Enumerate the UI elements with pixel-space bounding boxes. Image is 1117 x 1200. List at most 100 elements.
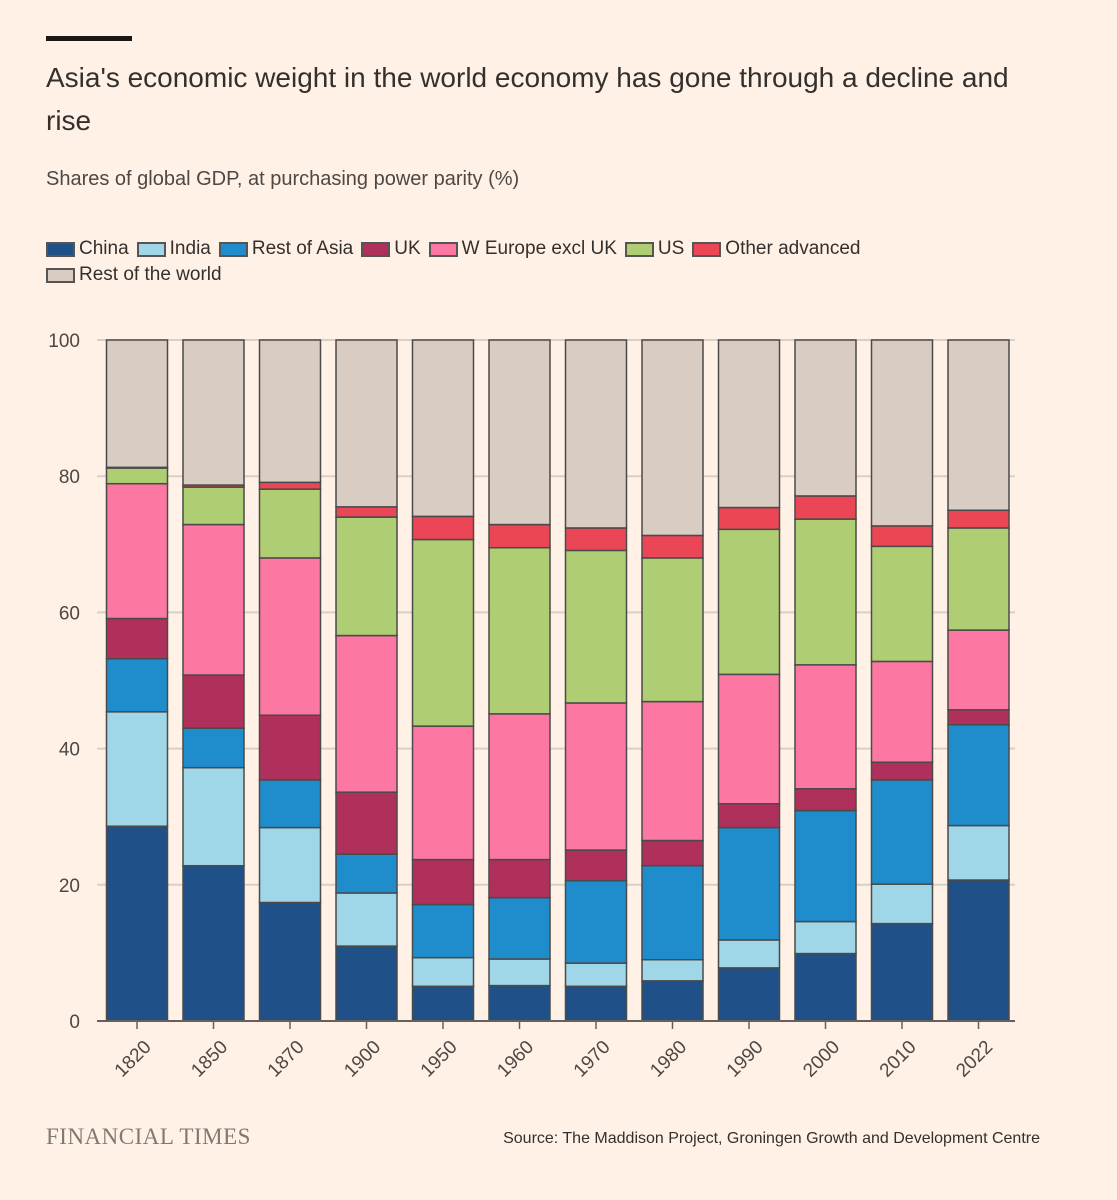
bar-segment [717, 339, 781, 509]
bar-segment [717, 528, 781, 676]
header-accent-bar [46, 36, 132, 41]
x-tick-label: 1950 [417, 1037, 462, 1082]
bar-segment [258, 779, 322, 829]
x-tick-label: 1850 [187, 1037, 232, 1082]
legend-label: UK [394, 238, 421, 259]
bar-segment [947, 527, 1010, 631]
x-tick-label: 1960 [493, 1037, 538, 1082]
legend-label: Rest of the world [79, 264, 222, 285]
bar-segment [564, 849, 628, 882]
bar-segment [488, 958, 551, 987]
bar-segment [641, 839, 704, 867]
bar-segment [641, 534, 704, 559]
bar-segment [564, 879, 628, 964]
legend-item: Rest of the world [46, 264, 222, 286]
legend-swatch [46, 241, 75, 257]
bar-segment [947, 339, 1010, 511]
chart-legend: China India Rest of Asia UK W Europe excl UK… [46, 238, 946, 286]
bar-segment [564, 549, 628, 704]
y-tick-label: 100 [48, 331, 80, 352]
bar-segment [258, 714, 322, 781]
bar-segment [182, 727, 245, 769]
bar-segment [411, 858, 475, 906]
legend-label: India [169, 238, 211, 259]
bar-segment [564, 985, 628, 1022]
bar-segment [794, 518, 857, 666]
bar-segment [947, 879, 1010, 1022]
bar-segment [335, 945, 398, 1022]
legend-label: W Europe excl UK [461, 238, 617, 259]
bar-segment [182, 523, 245, 676]
legend-label: US [657, 238, 685, 259]
bar-segment [870, 922, 934, 1022]
bar-segment [488, 546, 551, 715]
bar-segment [182, 674, 245, 729]
x-tick-label: 1970 [570, 1037, 615, 1082]
legend-swatch [428, 241, 458, 257]
legend-item: China [46, 238, 129, 260]
bar-segment [411, 985, 475, 1022]
bar-segment [947, 629, 1010, 711]
x-tick-label: 1990 [723, 1037, 768, 1082]
bar-segment [947, 509, 1010, 529]
y-tick-label: 40 [59, 740, 80, 761]
bar-segment [870, 779, 934, 885]
legend-label: Other advanced [725, 238, 861, 259]
legend-swatch [692, 241, 722, 257]
bar-segment [335, 339, 398, 508]
legend-item: US [624, 238, 685, 260]
bar-segment [335, 516, 398, 637]
bar-segment [335, 634, 398, 793]
bar-segment [717, 939, 781, 969]
legend-swatch [136, 241, 166, 257]
bar-segment [335, 892, 398, 947]
x-tick-label: 1820 [111, 1037, 156, 1082]
bar-segment [182, 486, 245, 526]
y-tick-label: 80 [59, 467, 80, 488]
bar-segment [411, 339, 475, 518]
x-tick-label: 2022 [952, 1037, 997, 1082]
y-tick-label: 0 [69, 1012, 80, 1033]
stacked-bar-chart: 0 20 40 60 80 100 1820 1850 1870 1900 1950 1960 1970… [48, 331, 1015, 1082]
bar-segment [258, 901, 322, 1022]
x-tick-label: 2010 [876, 1037, 921, 1082]
bar-segment [488, 984, 551, 1022]
bar-segment [564, 962, 628, 988]
bar-segment [794, 920, 857, 955]
bar-segment [794, 495, 857, 520]
bar-segment [488, 523, 551, 549]
bar-segment [870, 883, 934, 925]
bar-segment [105, 339, 169, 469]
legend-item: W Europe excl UK [428, 238, 617, 260]
legend-item: Rest of Asia [218, 238, 354, 260]
y-tick-label: 60 [59, 603, 80, 624]
bar-segment [947, 724, 1010, 827]
bar-segment [258, 481, 322, 490]
legend-swatch [46, 267, 75, 283]
bar-segment [717, 967, 781, 1022]
bar-segment [411, 956, 475, 988]
bar-segment [411, 725, 475, 861]
bar-segment [411, 515, 475, 541]
bar-segment [947, 824, 1010, 881]
bar-segment [717, 826, 781, 941]
x-tick-label: 1870 [264, 1037, 309, 1082]
x-tick-label: 1900 [340, 1037, 385, 1082]
chart-title: Asia's economic weight in the world econ… [46, 62, 1009, 136]
bar-segment [870, 339, 934, 527]
bar-segment [488, 896, 551, 960]
bar-segment [335, 853, 398, 894]
legend-item: UK [361, 238, 421, 260]
bar-segment [870, 660, 934, 763]
bar-segment [258, 488, 322, 559]
bar-segment [641, 700, 704, 842]
bar-segment [105, 467, 169, 485]
bar-segment [641, 958, 704, 982]
legend-item: Other advanced [692, 238, 861, 260]
x-tick-label: 1980 [646, 1037, 691, 1082]
legend-label: Rest of Asia [251, 238, 354, 259]
y-tick-label: 20 [59, 876, 80, 897]
bar-segment [105, 825, 169, 1022]
legend-swatch [624, 241, 654, 257]
bar-segment [717, 673, 781, 805]
